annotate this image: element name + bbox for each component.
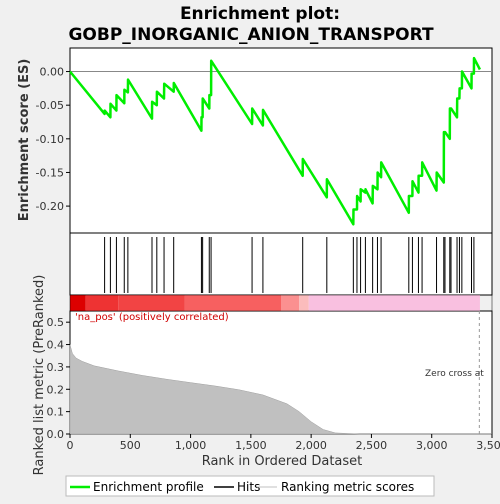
heatbar-segment [299,295,309,311]
metric-tick-label: 0.4 [47,339,65,352]
hits-panel [69,232,493,296]
chart-title-line1: Enrichment plot: [180,4,340,24]
legend-label: Hits [237,480,260,494]
metric-tick-label: 0.1 [47,406,65,419]
x-tick-label: 0 [67,439,74,452]
es-axis-label: Enrichment score (ES) [17,59,32,222]
x-tick-label: 1,500 [235,439,267,452]
legend-box [65,475,435,497]
heatbar-segment [281,295,300,311]
heatbar-segment [85,295,119,311]
x-tick-label: 1,000 [175,439,207,452]
positive-correlation-label: 'na_pos' (positively correlated) [75,312,229,323]
heatbar-segment [70,295,86,311]
metric-tick-label: 0.0 [47,428,65,441]
es-tick-label: 0.00 [40,66,65,79]
es-tick-label: -0.15 [36,166,64,179]
heatbar-segment [308,295,480,311]
x-tick-label: 2,500 [356,439,388,452]
legend-label: Ranking metric scores [281,480,414,494]
heatbar-segment [118,295,185,311]
ranking-metric-area [69,344,492,435]
legend-label: Enrichment profile [93,480,204,494]
enrichment-profile-line [69,56,482,226]
metric-axis-label: Ranked list metric (PreRanked) [32,275,47,476]
legend: Enrichment profile Hits Ranking metric sco… [65,475,435,497]
metric-tick-label: 0.3 [47,361,65,374]
x-tick-label: 3,500 [476,439,500,452]
x-tick-label: 3,000 [416,439,448,452]
es-tick-label: -0.05 [36,99,64,112]
es-tick-label: -0.20 [36,200,64,213]
x-axis-label: Rank in Ordered Dataset [202,454,363,469]
chart-title-line2: GOBP_INORGANIC_ANION_TRANSPORT [68,25,433,45]
heatbar-frame [69,294,493,312]
x-tick-label: 500 [120,439,141,452]
metric-tick-label: 0.5 [47,316,65,329]
x-tick-label: 2,000 [295,439,327,452]
heatbar-segment [184,295,281,311]
metric-tick-label: 0.2 [47,383,65,396]
zero-cross-label: Zero cross at [425,369,484,379]
es-tick-label: -0.10 [36,133,64,146]
